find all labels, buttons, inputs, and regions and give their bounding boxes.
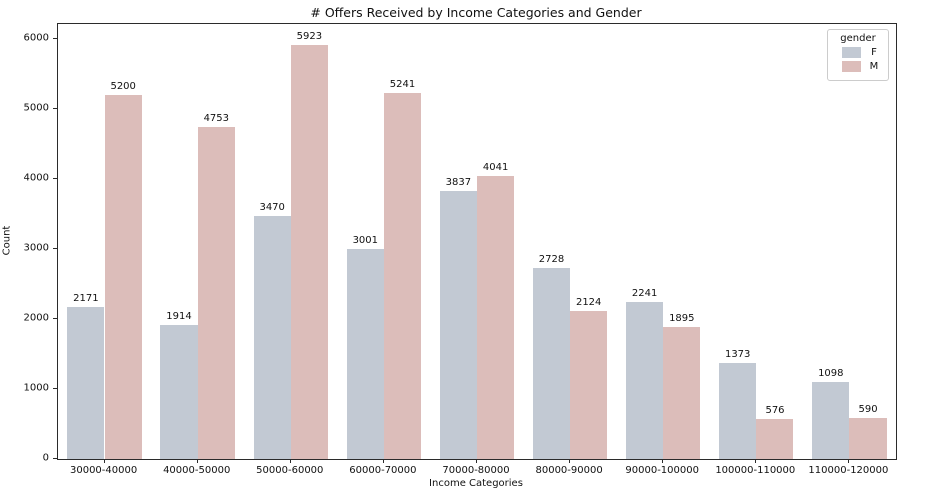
bar-value-label: 1373 bbox=[724, 349, 751, 360]
bar-value-label: 4753 bbox=[203, 112, 230, 124]
bar-F-90000-100000 bbox=[626, 302, 664, 459]
legend-label: F bbox=[871, 47, 877, 58]
bar-F-100000-110000 bbox=[719, 363, 757, 459]
bar-value-label: 590 bbox=[858, 403, 878, 415]
legend-swatch-icon bbox=[842, 61, 861, 72]
y-tick-label: 4000 bbox=[23, 172, 49, 184]
bar-M-90000-100000 bbox=[663, 326, 701, 459]
bar-M-50000-60000 bbox=[290, 44, 328, 459]
x-tick-label-50000-60000: 50000-60000 bbox=[256, 465, 324, 476]
bar-M-40000-50000 bbox=[197, 126, 235, 459]
legend-item-F: F bbox=[836, 47, 880, 58]
bar-F-30000-40000 bbox=[67, 307, 105, 459]
x-tick-label-80000-90000: 80000-90000 bbox=[535, 465, 603, 476]
bar-value-label: 2171 bbox=[73, 293, 99, 305]
bar-F-50000-60000 bbox=[253, 216, 291, 459]
bar-M-100000-110000 bbox=[756, 418, 794, 459]
x-tick-mark bbox=[848, 459, 850, 463]
x-tick-mark bbox=[289, 459, 291, 463]
bar-M-110000-120000 bbox=[849, 417, 887, 459]
bar-F-40000-50000 bbox=[160, 325, 198, 459]
x-tick-label-100000-110000: 100000-110000 bbox=[715, 465, 796, 476]
bar-value-label: 3470 bbox=[259, 202, 285, 214]
bar-value-label: 1098 bbox=[818, 368, 844, 380]
legend-label: M bbox=[869, 61, 879, 72]
bar-M-30000-40000 bbox=[104, 95, 142, 459]
bar-value-label: 2124 bbox=[575, 296, 602, 308]
bar-F-70000-80000 bbox=[439, 190, 477, 459]
bar-value-label: 2728 bbox=[538, 254, 565, 266]
x-tick-label-110000-120000: 110000-120000 bbox=[808, 465, 889, 476]
legend-item-M: M bbox=[836, 61, 880, 72]
x-tick-mark bbox=[476, 459, 477, 463]
y-tick-label: 5000 bbox=[23, 102, 49, 114]
bar-value-label: 1895 bbox=[669, 312, 695, 324]
y-tick-label: 1000 bbox=[23, 382, 49, 394]
y-tick-label: 6000 bbox=[23, 32, 49, 44]
x-tick-label-40000-50000: 40000-50000 bbox=[163, 465, 231, 476]
y-tick-mark bbox=[53, 178, 57, 180]
plot-area: 2171 5200 1914 4753 3470 5923 3001 5241 3837 4041… bbox=[57, 23, 897, 460]
y-tick-mark bbox=[53, 318, 57, 320]
y-tick-mark bbox=[53, 38, 57, 40]
y-tick-mark bbox=[53, 248, 57, 250]
x-tick-mark bbox=[382, 459, 384, 463]
x-tick-label-70000-80000: 70000-80000 bbox=[442, 465, 510, 476]
bar-M-80000-90000 bbox=[570, 310, 608, 459]
y-tick-mark bbox=[53, 388, 57, 390]
bar-F-80000-90000 bbox=[532, 268, 571, 459]
bar-value-label: 5241 bbox=[389, 78, 416, 90]
bar-value-label: 4041 bbox=[482, 162, 509, 174]
x-tick-label-30000-40000: 30000-40000 bbox=[69, 465, 138, 476]
bar-M-70000-80000 bbox=[477, 176, 515, 459]
x-tick-mark bbox=[569, 459, 571, 463]
bar-value-label: 5923 bbox=[296, 30, 323, 42]
bar-value-label: 576 bbox=[765, 404, 785, 416]
bar-value-label: 2241 bbox=[631, 288, 658, 300]
x-tick-mark bbox=[103, 459, 105, 463]
y-axis-label: Count bbox=[1, 225, 13, 256]
bar-M-60000-70000 bbox=[383, 92, 422, 459]
x-tick-label-60000-70000: 60000-70000 bbox=[349, 465, 417, 476]
legend-title: gender bbox=[840, 33, 876, 44]
y-tick-mark bbox=[53, 108, 57, 110]
bar-F-60000-70000 bbox=[346, 249, 384, 459]
x-tick-mark bbox=[662, 459, 664, 463]
bar-F-110000-120000 bbox=[812, 382, 850, 459]
x-tick-label-90000-100000: 90000-100000 bbox=[625, 465, 699, 476]
y-tick-label: 0 bbox=[42, 452, 49, 464]
y-tick-label: 3000 bbox=[23, 242, 49, 254]
bar-value-label: 5200 bbox=[110, 81, 136, 93]
bar-value-label: 3837 bbox=[445, 176, 472, 188]
x-tick-mark bbox=[755, 459, 757, 463]
y-tick-label: 2000 bbox=[23, 312, 49, 324]
bar-value-label: 1914 bbox=[166, 311, 192, 323]
x-tick-mark bbox=[196, 459, 198, 463]
chart-title: # Offers Received by Income Categories a… bbox=[310, 5, 642, 20]
y-tick-mark bbox=[53, 458, 57, 459]
bar-value-label: 3001 bbox=[352, 235, 379, 247]
legend-swatch-icon bbox=[842, 47, 861, 58]
x-axis-label: Income Categories bbox=[429, 478, 523, 489]
